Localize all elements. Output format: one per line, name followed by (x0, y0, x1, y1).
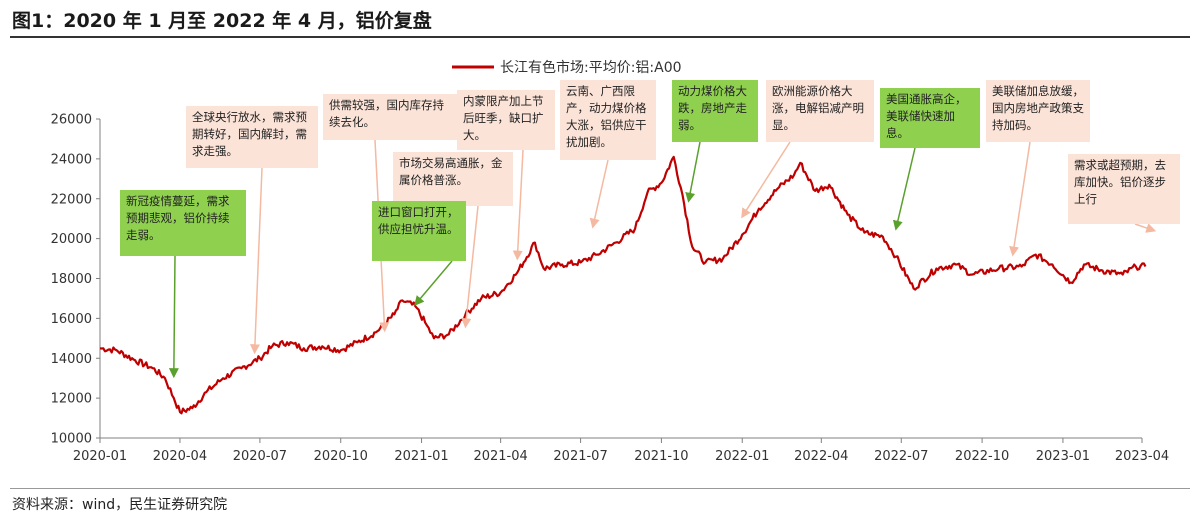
annotation-arrow-10 (892, 147, 916, 231)
y-tick-label: 10000 (51, 432, 92, 447)
x-tick-label: 2021-01 (394, 449, 448, 464)
x-tick-label: 2021-07 (553, 449, 607, 464)
x-tick-label: 2020-10 (314, 449, 368, 464)
annotation-arrow-1 (168, 255, 179, 379)
legend-label: 长江有色市场:平均价:铝:A00 (500, 59, 682, 76)
footer-divider (10, 488, 1190, 489)
annotation-8: 动力煤价格大跌，房地产走弱。 (672, 80, 758, 142)
x-tick-label: 2022-01 (715, 449, 769, 464)
annotation-arrow-9 (741, 141, 791, 219)
x-tick-label: 2020-04 (153, 449, 207, 464)
annotation-6: 内蒙限产加上节后旺季，缺口扩大。 (457, 90, 555, 150)
page-title: 图1：2020 年 1 月至 2022 年 4 月，铝价复盘 (12, 10, 432, 32)
annotation-3: 供需较强，国内库存持续去化。 (323, 94, 457, 140)
annotation-4: 市场交易高通胀，金属价格普涨。 (393, 152, 513, 206)
annotation-arrow-6 (512, 149, 524, 261)
price-series-line (99, 155, 1147, 415)
aluminum-price-chart: 10000 12000 14000 16000 18000 20000 22000 24000… (51, 59, 1170, 464)
y-tick-label: 12000 (51, 392, 92, 407)
y-tick-label: 20000 (51, 232, 92, 247)
annotation-12: 需求或超预期，去库加快。铝价逐步上行 (1068, 154, 1180, 224)
annotation-1: 新冠疫情蔓延，需求预期悲观，铝价持续走弱。 (120, 190, 246, 256)
annotation-arrow-4 (461, 205, 479, 329)
x-tick-label: 2023-01 (1036, 449, 1090, 464)
annotation-arrow-8 (685, 141, 701, 203)
x-tick-label: 2022-07 (874, 449, 928, 464)
y-tick-label: 14000 (51, 352, 92, 367)
annotation-10: 美国通胀高企，美联储快速加息。 (880, 88, 980, 148)
title-divider (10, 36, 1190, 38)
source-note: 资料来源：wind，民生证券研究院 (12, 497, 228, 513)
annotation-7: 云南、广西限产，动力煤价格大涨，铝供应干扰加剧。 (560, 80, 656, 160)
annotation-arrow-7 (589, 159, 609, 229)
annotation-2: 全球央行放水，需求预期转好，国内解封，需求走强。 (186, 106, 318, 168)
annotation-arrow-12 (1134, 223, 1157, 233)
annotation-11: 美联储加息放缓，国内房地产政策支持加码。 (986, 80, 1090, 142)
x-tick-label: 2022-10 (955, 449, 1009, 464)
annotation-arrow-5 (414, 260, 453, 306)
x-tick-label: 2020-01 (73, 449, 127, 464)
y-tick-label: 22000 (51, 192, 92, 207)
annotation-9: 欧洲能源价格大涨，电解铝减产明显。 (766, 80, 874, 142)
annotation-arrow-2 (249, 167, 263, 355)
x-tick-label: 2021-04 (473, 449, 527, 464)
x-tick-label: 2021-10 (634, 449, 688, 464)
annotation-5: 进口窗口打开，供应担忧升温。 (372, 201, 466, 261)
y-tick-label: 16000 (51, 312, 92, 327)
y-tick-label: 24000 (51, 152, 92, 167)
y-tick-label: 26000 (51, 113, 92, 128)
x-tick-label: 2022-04 (794, 449, 848, 464)
y-tick-label: 18000 (51, 272, 92, 287)
annotation-arrow-11 (1009, 141, 1031, 257)
x-tick-label: 2023-04 (1115, 449, 1169, 464)
x-tick-label: 2020-07 (233, 449, 287, 464)
